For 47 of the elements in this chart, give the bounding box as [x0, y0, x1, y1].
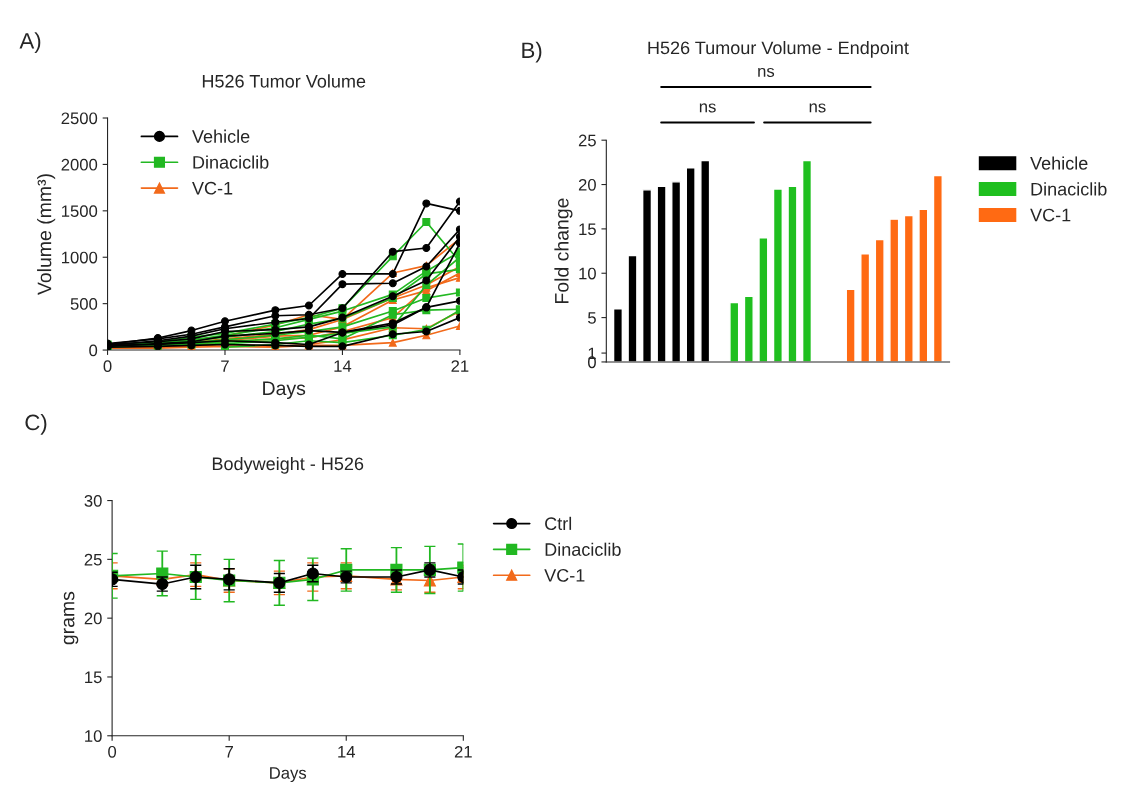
y-tick-label: 20 [84, 612, 102, 625]
x-tick-label: 21 [451, 360, 469, 372]
chart-title: H526 Tumor Volume [202, 74, 366, 88]
y-tick-label: 2500 [61, 112, 98, 125]
text: ns [809, 103, 826, 113]
legend-label: VC-1 [544, 568, 585, 582]
legend-label: Vehicle [192, 129, 250, 143]
legend-label: Dinaciclib [1031, 182, 1107, 196]
x-axis-title: Days [270, 767, 307, 783]
legend-label: Dinaciclib [193, 155, 269, 169]
y-tick-label: 10 [85, 730, 102, 742]
y-tick-label: 15 [579, 223, 596, 236]
y-tick-label: 15 [85, 671, 102, 684]
y-axis-title: Fold change [554, 198, 573, 303]
y-tick-label: 0 [89, 344, 98, 357]
x-tick-label: 0 [108, 745, 117, 758]
x-tick-label: 14 [334, 360, 352, 372]
text: ns [699, 103, 716, 113]
y-tick-label: 25 [84, 553, 102, 566]
chart-title: Bodyweight - H526 [212, 456, 364, 474]
x-tick-label: 21 [454, 745, 472, 758]
x-axis-title: Days [263, 381, 306, 399]
legend-label: Ctrl [545, 516, 572, 531]
x-tick-label: 0 [103, 360, 112, 373]
y-axis-title: grams [63, 591, 79, 645]
text: B) [522, 41, 542, 63]
text: C) [25, 413, 47, 435]
y-tick-label: 20 [578, 178, 596, 191]
y-tick-label: 10 [579, 267, 596, 280]
y-tick-label: 25 [578, 134, 596, 147]
y-tick-label: 500 [70, 298, 98, 310]
chart-title: H526 Tumour Volume - Endpoint [648, 40, 909, 58]
y-tick-label: 1000 [62, 251, 98, 264]
x-tick-label: 14 [338, 746, 356, 758]
x-tick-label: 7 [225, 746, 233, 758]
x-tick-label: 7 [221, 360, 229, 372]
legend-label: Vehicle [1030, 156, 1088, 170]
text: A) [19, 32, 41, 54]
legend-label: VC-1 [192, 181, 233, 195]
text: ns [758, 67, 775, 78]
legend-label: Dinaciclib [545, 542, 621, 556]
y-tick-label: 2000 [61, 158, 98, 171]
y-axis-title: Volume (mm³) [37, 174, 56, 295]
y-tick-label: 30 [84, 494, 102, 507]
y-tick-label: 5 [588, 312, 596, 324]
legend-label: VC-1 [1030, 208, 1071, 222]
y-tick-label: 1500 [62, 205, 98, 218]
